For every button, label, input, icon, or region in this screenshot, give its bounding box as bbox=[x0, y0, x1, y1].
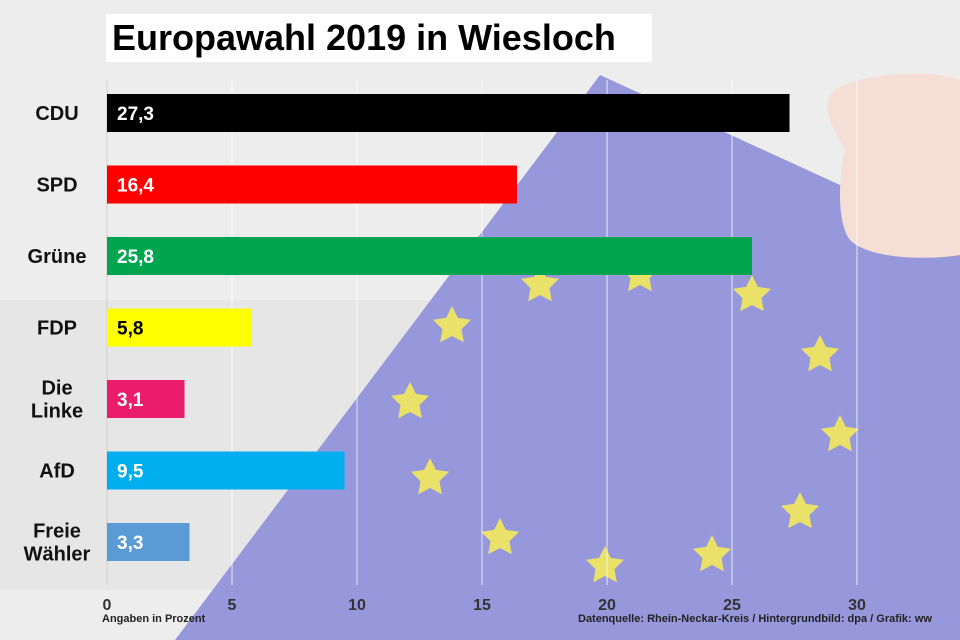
x-tick-label: 30 bbox=[848, 597, 866, 614]
unit-note: Angaben in Prozent bbox=[102, 613, 206, 625]
category-label: Freie Wähler bbox=[24, 521, 91, 566]
data-label: 16,4 bbox=[117, 176, 154, 197]
category-label: FDP bbox=[37, 318, 77, 340]
x-tick-label: 25 bbox=[723, 597, 741, 614]
hand bbox=[827, 73, 960, 258]
x-tick-label: 5 bbox=[228, 597, 237, 614]
data-label: 5,8 bbox=[117, 319, 143, 340]
category-label: Grüne bbox=[28, 246, 87, 268]
category-label: AfD bbox=[39, 461, 75, 483]
category-label: SPD bbox=[36, 175, 77, 197]
x-tick-label: 20 bbox=[598, 597, 616, 614]
x-tick-label: 0 bbox=[103, 597, 112, 614]
data-label: 3,1 bbox=[117, 390, 144, 411]
bar bbox=[107, 94, 790, 132]
source-note: Datenquelle: Rhein-Neckar-Kreis / Hinter… bbox=[578, 613, 932, 625]
chart-title: Europawahl 2019 in Wiesloch bbox=[106, 14, 652, 62]
x-tick-label: 10 bbox=[348, 597, 366, 614]
bar bbox=[107, 380, 185, 418]
bar bbox=[107, 308, 252, 347]
bar bbox=[107, 523, 190, 561]
data-label: 3,3 bbox=[117, 533, 143, 554]
eu-flag-ballot bbox=[175, 75, 960, 640]
category-label: CDU bbox=[35, 103, 78, 125]
bar bbox=[107, 165, 517, 204]
data-label: 27,3 bbox=[117, 104, 154, 125]
x-tick-label: 15 bbox=[473, 597, 491, 614]
bar bbox=[107, 237, 752, 275]
category-label: Die Linke bbox=[31, 378, 83, 423]
data-label: 25,8 bbox=[117, 247, 154, 268]
bar bbox=[107, 451, 345, 490]
data-label: 9,5 bbox=[117, 462, 144, 483]
